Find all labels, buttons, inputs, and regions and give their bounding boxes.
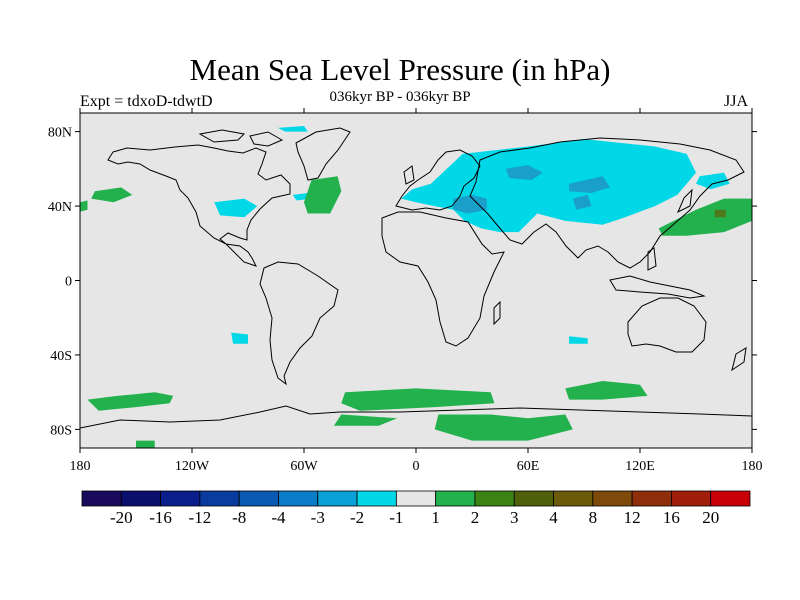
longitude-axis: 180 120W 60W 0 60E 120E 180 (70, 108, 763, 474)
colorbar-label: 16 (663, 508, 680, 527)
colorbar-swatch (435, 490, 476, 507)
colorbar-swatch (238, 490, 279, 507)
lon-tick-label: 180 (70, 459, 91, 474)
coast-madagascar (493, 300, 501, 326)
colorbar-label: 4 (549, 508, 558, 527)
coast-europe (395, 149, 481, 211)
coast-south-america (259, 261, 339, 386)
colorbar-swatch (631, 490, 672, 507)
region-antarctic-positive-east (434, 414, 573, 441)
region-north-pacific-negative (214, 198, 258, 218)
colorbar-swatch (356, 490, 397, 507)
region-atlantic-positive (304, 176, 342, 214)
colorbar-label: -12 (189, 508, 212, 527)
lon-tick-label: 120E (625, 459, 655, 474)
colorbar-label: 12 (624, 508, 641, 527)
coast-africa (381, 211, 505, 347)
colorbar-swatch (671, 490, 712, 507)
colorbar-label: 3 (510, 508, 519, 527)
experiment-label: Expt = tdxoD-tdwtD (80, 93, 213, 110)
colorbar-label: -2 (350, 508, 364, 527)
coast-philippines (647, 247, 657, 271)
region-tibet-core (572, 194, 592, 210)
colorbar-swatch (710, 490, 751, 507)
colorbar-label: -4 (271, 508, 286, 527)
colorbar-label: 1 (431, 508, 440, 527)
colorbar-swatch (513, 490, 554, 507)
anomaly-regions (80, 126, 752, 448)
coast-uk (403, 165, 415, 185)
region-antarctic-coast-positive (333, 414, 398, 426)
coast-indonesia (609, 275, 706, 299)
season-label: JJA (724, 93, 749, 110)
lon-tick-label: 180 (742, 459, 763, 474)
lon-tick-label: 120W (175, 459, 210, 474)
colorbar-label: 20 (702, 508, 719, 527)
colorbar-swatch (317, 490, 358, 507)
lat-tick-label: 40S (50, 349, 72, 364)
coast-new-zealand (731, 347, 747, 372)
colorbar-swatch (553, 490, 594, 507)
map-title: Mean Sea Level Pressure (in hPa) (189, 52, 611, 87)
lon-tick-label: 0 (413, 459, 420, 474)
colorbar-label: -20 (110, 508, 133, 527)
colorbar-swatch (160, 490, 201, 507)
colorbar-label: -3 (311, 508, 325, 527)
colorbar-label: 2 (471, 508, 480, 527)
region-west-edge-positive (80, 200, 88, 212)
coast-greenland (295, 127, 351, 181)
coast-asia (469, 137, 745, 269)
region-north-pacific-east-positive (658, 198, 752, 236)
region-south-atlantic-negative (569, 336, 588, 344)
coast-antarctica (80, 405, 752, 429)
colorbar-label: -1 (389, 508, 403, 527)
coast-north-america (107, 144, 291, 267)
colorbar-swatch (81, 490, 122, 507)
colorbar-label: -16 (149, 508, 172, 527)
lon-tick-label: 60E (517, 459, 540, 474)
region-central-asia-core (505, 165, 543, 180)
colorbar-swatch (278, 490, 319, 507)
lat-tick-label: 40N (48, 200, 72, 215)
colorbar-swatch (120, 490, 161, 507)
region-south-pacific-positive (87, 392, 174, 411)
lat-tick-label: 0 (65, 275, 72, 290)
coast-japan (677, 188, 693, 214)
latitude-axis: 80N 40N 0 40S 80S (48, 126, 757, 438)
region-north-pacific-core (714, 209, 726, 218)
colorbar-label: -8 (232, 508, 246, 527)
region-south-pacific-negative (231, 332, 248, 344)
region-southern-ocean-positive-b (565, 381, 648, 400)
region-antarctic-positive-small (136, 440, 155, 448)
colorbar: -20 -16 -12 -8 -4 -3 -2 -1 1 2 3 4 8 12 16 20 (81, 490, 751, 527)
region-north-pacific-positive (91, 187, 133, 203)
lat-tick-label: 80S (50, 423, 72, 438)
colorbar-label: 8 (589, 508, 598, 527)
coast-australia (627, 297, 707, 353)
lat-tick-label: 80N (48, 126, 72, 141)
coastlines (80, 127, 752, 429)
region-arctic-positive-tiny (277, 126, 308, 132)
coast-canada-islands (198, 129, 284, 147)
region-east-siberia-neg (696, 172, 730, 190)
map-subtitle: 036kyr BP - 036kyr BP (329, 89, 471, 105)
colorbar-swatch (474, 490, 515, 507)
region-mongolia-core (569, 176, 611, 193)
region-mediterranean-core (453, 194, 487, 214)
colorbar-swatch (592, 490, 633, 507)
region-southern-ocean-positive-a (341, 388, 495, 411)
colorbar-swatch (199, 490, 240, 507)
colorbar-swatch (395, 490, 437, 507)
lon-tick-label: 60W (290, 459, 318, 474)
